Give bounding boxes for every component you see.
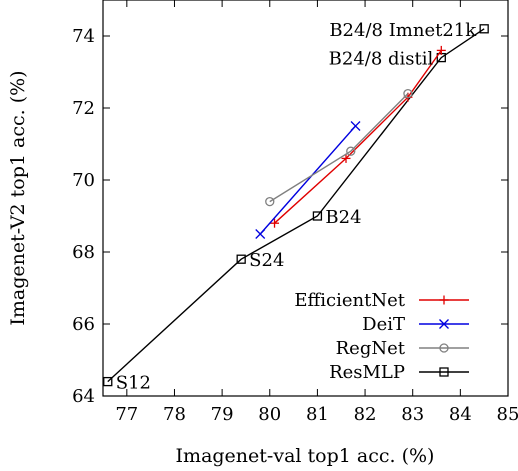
- x-tick-label: 80: [258, 404, 281, 425]
- x-tick-label: 84: [449, 404, 472, 425]
- legend-item-resmlp: ResMLP: [329, 362, 469, 383]
- x-tick-label: 79: [211, 404, 234, 425]
- legend-label-resmlp: ResMLP: [329, 362, 405, 383]
- series-line-efficientnet: [274, 49, 442, 224]
- point-efficientnet: [436, 45, 446, 55]
- point-efficientnet: [341, 153, 351, 163]
- legend-label-deit: DeiT: [362, 314, 405, 335]
- x-axis-label: Imagenet-val top1 acc. (%): [176, 445, 435, 467]
- y-tick-label: 72: [72, 98, 95, 119]
- point-resmlp: [103, 376, 113, 387]
- x-tick-label: 78: [163, 404, 186, 425]
- y-tick-label: 66: [72, 314, 95, 335]
- annotation-layer: S12 S24 B24 B24/8 distil B24/8 Imnet21k: [116, 20, 477, 394]
- legend-marker-regnet: [439, 343, 449, 353]
- annotation-b24-8-distil: B24/8 distil: [329, 49, 434, 70]
- series-deit: [255, 121, 361, 239]
- annotation-b24: B24: [325, 207, 361, 228]
- series-resmlp: [103, 24, 489, 387]
- point-regnet: [265, 196, 275, 207]
- annotation-s24: S24: [249, 250, 284, 271]
- y-tick-label: 74: [72, 26, 95, 47]
- legend-item-efficientnet: EfficientNet: [294, 290, 469, 311]
- point-resmlp: [312, 211, 323, 221]
- y-tick-label: 68: [72, 242, 95, 263]
- series-line-resmlp: [107, 28, 485, 383]
- series-line-deit: [259, 125, 357, 235]
- y-tick-label: 64: [72, 386, 95, 407]
- legend: EfficientNet DeiT RegNet ResMLP: [294, 290, 469, 383]
- x-tick-label: 85: [497, 404, 518, 425]
- point-resmlp: [479, 24, 489, 34]
- annotation-s12: S12: [116, 373, 151, 394]
- point-regnet: [346, 146, 356, 156]
- legend-marker-resmlp: [439, 367, 449, 377]
- y-axis-label: Imagenet-V2 top1 acc. (%): [7, 70, 29, 325]
- axis-ticks: 77 78 79 80 81 82 83 84 85 64 66 68 70 72 74: [72, 0, 518, 425]
- series-layer: [103, 24, 489, 387]
- series-regnet: [265, 88, 413, 207]
- point-resmlp: [236, 254, 246, 264]
- point-deit: [255, 229, 266, 239]
- x-tick-label: 81: [306, 404, 329, 425]
- x-tick-label: 83: [401, 404, 424, 425]
- legend-marker-deit: [439, 319, 449, 329]
- point-regnet: [403, 88, 413, 99]
- legend-item-deit: DeiT: [362, 314, 469, 335]
- point-efficientnet: [270, 218, 280, 228]
- legend-item-regnet: RegNet: [336, 338, 469, 359]
- series-efficientnet: [270, 45, 446, 228]
- point-deit: [350, 121, 361, 131]
- plot-frame: [102, 0, 509, 397]
- series-line-regnet: [269, 93, 409, 203]
- annotation-b24-8-imnet21k: B24/8 Imnet21k: [329, 20, 477, 41]
- y-tick-label: 70: [72, 170, 95, 191]
- legend-label-regnet: RegNet: [336, 338, 406, 359]
- legend-label-efficientnet: EfficientNet: [294, 290, 405, 311]
- x-tick-label: 77: [115, 404, 138, 425]
- legend-marker-efficientnet: [439, 295, 449, 305]
- x-tick-label: 82: [354, 404, 377, 425]
